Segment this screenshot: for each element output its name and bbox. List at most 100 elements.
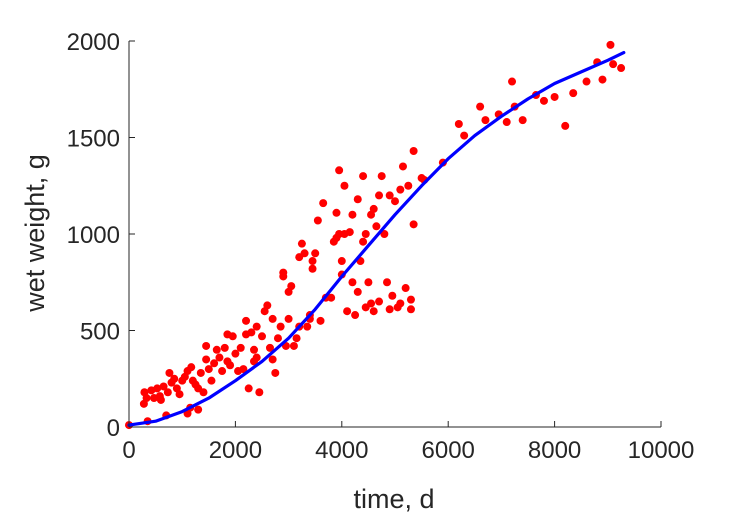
data-point	[351, 311, 360, 320]
data-point	[268, 355, 277, 364]
data-point	[375, 297, 384, 306]
data-point	[359, 172, 368, 181]
data-point	[142, 394, 151, 403]
data-point	[617, 64, 626, 73]
data-point	[359, 237, 368, 246]
data-point	[406, 305, 415, 314]
data-point	[220, 343, 229, 352]
data-point	[375, 191, 384, 200]
data-point	[187, 363, 196, 372]
data-point	[340, 181, 349, 190]
fit-curve	[127, 51, 626, 427]
data-point	[313, 216, 322, 225]
data-point	[391, 197, 399, 206]
data-point	[308, 264, 317, 273]
data-point	[409, 220, 418, 229]
x-tick-label: 10000	[628, 437, 695, 464]
data-point	[396, 185, 405, 194]
data-point	[202, 355, 211, 364]
data-point	[476, 102, 485, 111]
data-point	[212, 345, 221, 354]
data-point	[239, 365, 248, 374]
data-point	[348, 278, 357, 287]
data-point	[348, 210, 357, 219]
data-point	[252, 353, 261, 362]
y-tick-label: 1500	[67, 126, 120, 153]
data-point	[539, 96, 548, 105]
data-point	[606, 40, 615, 49]
axes: 0 2000 4000 6000 8000 10000 0 500 1000 1500 2000	[67, 29, 695, 464]
data-point	[316, 316, 325, 325]
data-point	[202, 341, 211, 350]
data-point	[353, 287, 362, 296]
data-point	[569, 89, 578, 98]
data-point	[345, 228, 354, 237]
y-tick-label: 0	[107, 415, 120, 442]
data-point	[156, 395, 165, 404]
data-point	[308, 257, 317, 266]
data-point	[582, 77, 591, 86]
x-tick-label: 0	[122, 437, 135, 464]
data-point	[377, 172, 386, 181]
data-point	[289, 341, 298, 350]
data-point	[153, 384, 162, 393]
x-tick-label: 6000	[422, 437, 475, 464]
data-point	[335, 166, 344, 175]
data-point	[598, 75, 607, 84]
data-point	[396, 299, 405, 308]
data-point	[337, 257, 346, 266]
data-point	[292, 334, 301, 343]
data-point	[406, 295, 415, 304]
data-point	[276, 322, 285, 331]
data-point	[228, 332, 237, 341]
data-point	[550, 92, 559, 101]
data-point	[163, 388, 172, 397]
data-point	[561, 121, 570, 130]
data-point	[242, 316, 251, 325]
data-point	[218, 367, 227, 376]
data-point	[215, 353, 224, 362]
data-point	[273, 334, 282, 343]
data-point	[279, 272, 288, 281]
data-point	[367, 299, 376, 308]
data-point	[361, 230, 370, 238]
plot-area	[125, 40, 626, 430]
data-point	[236, 343, 245, 352]
data-point	[194, 405, 203, 414]
data-point	[353, 195, 362, 204]
data-point	[165, 368, 174, 377]
data-point	[265, 343, 274, 352]
data-point	[508, 77, 517, 86]
data-point	[454, 119, 463, 128]
data-point	[170, 374, 179, 383]
data-point	[609, 60, 618, 69]
y-tick-label: 2000	[67, 29, 120, 56]
data-point	[364, 278, 373, 287]
data-point	[255, 388, 264, 397]
data-point	[268, 314, 277, 323]
data-point	[369, 307, 378, 316]
data-point	[311, 249, 320, 258]
data-point	[401, 284, 410, 293]
data-point	[250, 345, 259, 354]
data-point	[332, 208, 341, 217]
data-point	[372, 222, 381, 231]
data-point	[300, 249, 309, 258]
data-point	[518, 116, 527, 125]
data-point	[210, 359, 219, 368]
data-point	[369, 204, 378, 213]
data-point	[247, 328, 256, 337]
data-point	[385, 191, 394, 200]
data-point	[481, 116, 490, 125]
data-point	[207, 376, 216, 385]
data-point	[404, 181, 413, 190]
data-point	[175, 390, 184, 399]
y-axis-label: wet weight, g	[20, 154, 50, 313]
data-point	[409, 147, 418, 156]
data-point	[204, 365, 213, 374]
y-tick-label: 1000	[67, 222, 120, 249]
data-point	[380, 230, 389, 238]
data-point	[327, 293, 336, 302]
data-point	[383, 278, 392, 287]
